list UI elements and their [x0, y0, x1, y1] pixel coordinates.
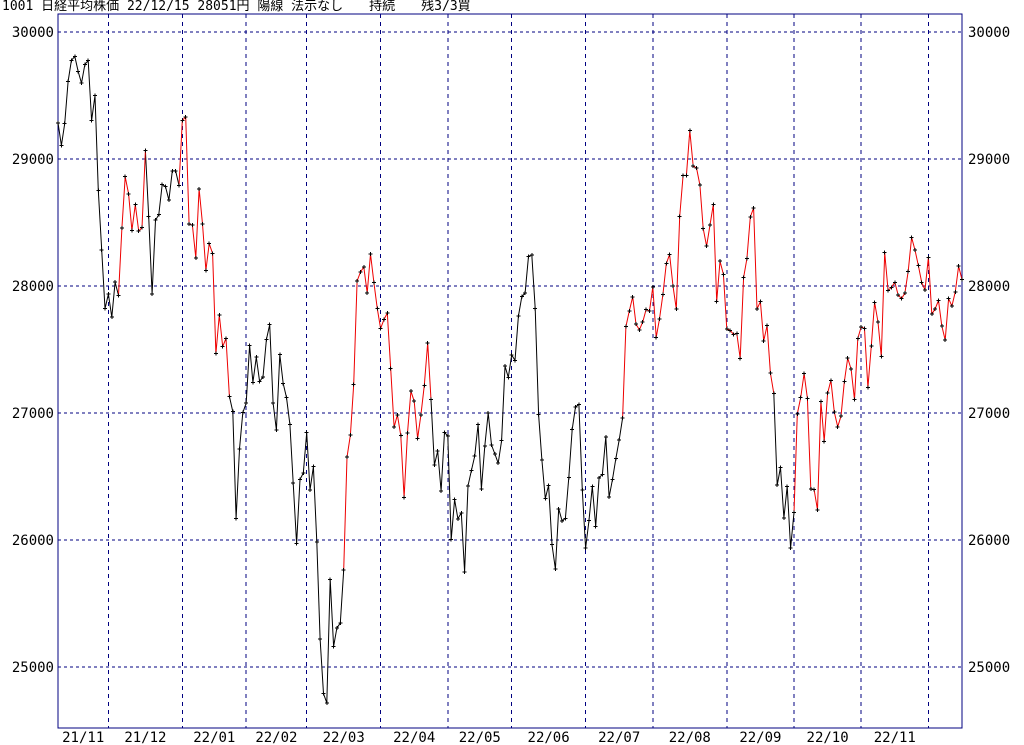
chart-title-bar: 1001 日経平均株価 22/12/15 28051円 陽線 法示なし 持続 残…	[2, 0, 471, 14]
x-axis-label: 22/01	[193, 730, 235, 745]
x-axis-label: 22/11	[874, 730, 916, 745]
x-axis-label: 22/10	[807, 730, 849, 745]
y-axis-label-right: 30000	[968, 25, 1010, 41]
x-axis-label: 22/07	[598, 730, 640, 745]
y-axis-label-left: 28000	[12, 279, 54, 295]
plot-border	[57, 13, 963, 729]
y-axis-label-left: 30000	[12, 25, 54, 41]
y-axis-label-left: 29000	[12, 152, 54, 168]
x-axis-label: 22/06	[528, 730, 570, 745]
y-axis-label-right: 28000	[968, 279, 1010, 295]
x-axis-label: 22/02	[255, 730, 297, 745]
price-line-normal	[57, 56, 795, 703]
x-axis-label: 21/11	[62, 730, 104, 745]
y-axis-label-left: 25000	[12, 660, 54, 676]
data-point-markers	[56, 54, 964, 705]
x-axis-label: 22/03	[323, 730, 365, 745]
price-line-signal	[118, 116, 963, 571]
x-axis-label: 22/09	[739, 730, 781, 745]
y-axis-label-left: 26000	[12, 533, 54, 549]
y-axis-label-right: 26000	[968, 533, 1010, 549]
y-axis-label-right: 29000	[968, 152, 1010, 168]
x-axis-label: 21/12	[124, 730, 166, 745]
x-axis-label: 22/04	[393, 730, 435, 745]
y-axis-label-right: 27000	[968, 406, 1010, 422]
x-axis-label: 22/08	[669, 730, 711, 745]
y-axis-label-right: 25000	[968, 660, 1010, 676]
x-axis-label: 22/05	[459, 730, 501, 745]
y-axis-label-left: 27000	[12, 406, 54, 422]
